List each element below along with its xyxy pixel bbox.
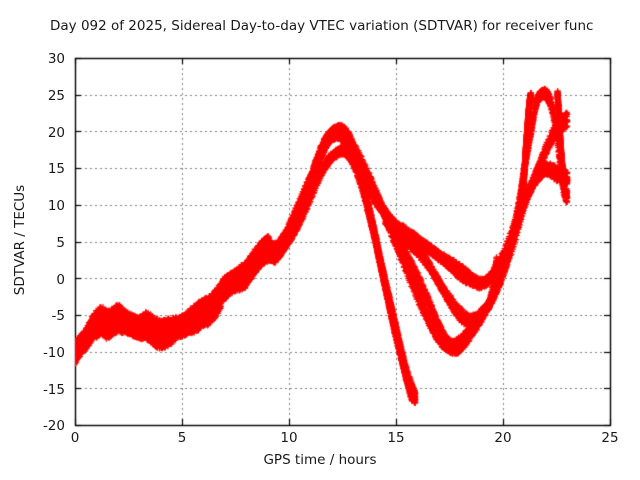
xtick-label-5: 5 (177, 430, 187, 446)
ytick-label-neg10: -10 (42, 345, 65, 361)
xtick-label-15: 15 (387, 430, 405, 446)
ytick-label-20: 20 (47, 125, 65, 141)
ytick-label-0: 0 (56, 272, 65, 288)
xtick-label-25: 25 (601, 430, 619, 446)
xtick-label-10: 10 (280, 430, 298, 446)
xtick-label-0: 0 (70, 430, 80, 446)
ytick-label-25: 25 (47, 88, 65, 104)
ytick-label-10: 10 (47, 198, 65, 214)
x-axis-label: GPS time / hours (263, 452, 377, 468)
xtick-label-20: 20 (494, 430, 512, 446)
ytick-label-neg20: -20 (42, 418, 65, 434)
ytick-label-30: 30 (47, 51, 65, 67)
ytick-label-neg5: -5 (51, 308, 65, 324)
ytick-label-5: 5 (56, 235, 65, 251)
y-axis-label: SDTVAR / TECUs (12, 184, 28, 296)
ytick-label-neg15: -15 (42, 382, 65, 398)
ytick-label-15: 15 (47, 161, 65, 177)
